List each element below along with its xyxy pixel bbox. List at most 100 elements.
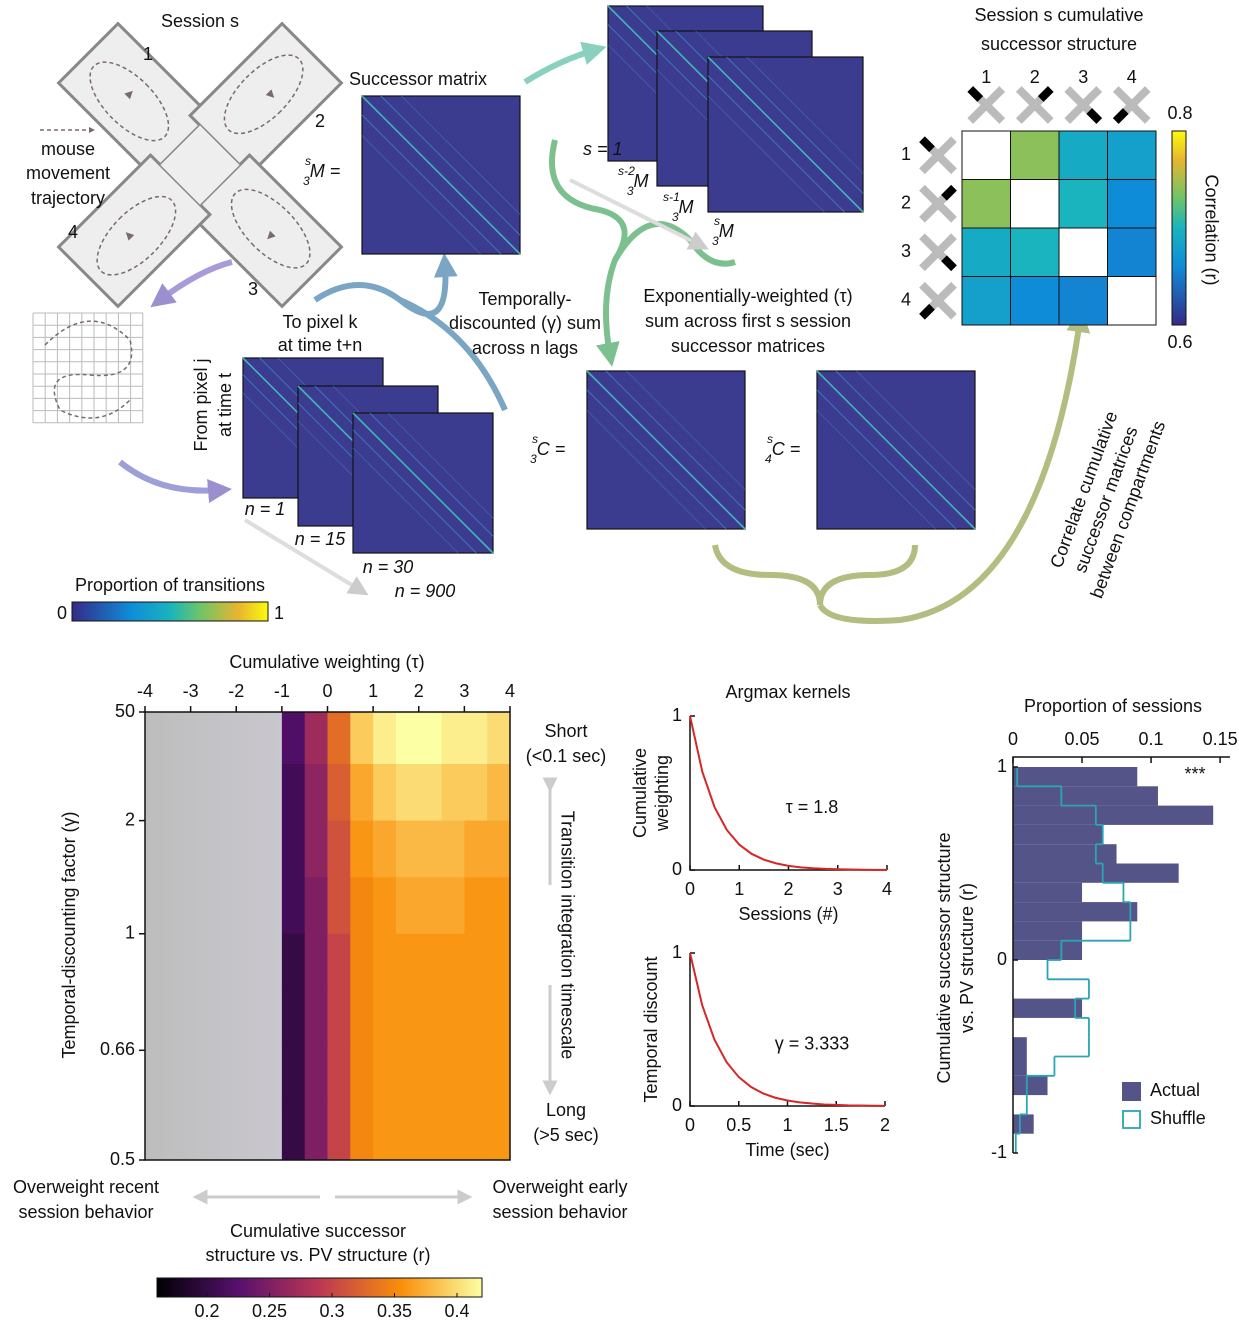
matrix-diagonal [586,389,727,530]
arm-icon-highlight [967,86,984,102]
heatmap-cell [418,877,443,935]
arrow [523,41,607,85]
heatmap-cell [350,764,374,822]
arrow [118,459,232,503]
histogram-bar [1013,805,1214,825]
trajectory-label: movement [26,163,110,183]
y-tick-label: 0 [997,949,1007,969]
heatmap-cell [395,1103,420,1161]
matrix-diagonal [816,389,957,530]
superscript: s [532,432,538,446]
matrix-diagonal [361,114,502,255]
heatmap-cell [418,1047,443,1105]
x-axis-label: Cumulative weighting (τ) [229,652,424,672]
heatmap-cell [373,1103,397,1161]
histogram-bar [1013,1037,1027,1057]
subscript: 3 [712,234,719,248]
axis-caption: at time t+n [278,335,363,355]
x-tick-label: 2 [414,681,424,701]
empty-cell [1107,276,1157,326]
heatmap-cell [327,1047,351,1105]
x-tick-label: 0 [1008,729,1018,749]
colorbar-label: Correlation (r) [1201,174,1221,285]
y-tick-label: 1 [672,705,682,725]
heatmap-cell [464,764,488,822]
heatmap-cell [441,820,465,878]
matrix-cell [961,227,1011,277]
legend-label: Shuffle [1150,1108,1206,1128]
row-label: 4 [901,290,911,310]
annotation: τ = 1.8 [786,797,839,817]
arrow [549,139,628,367]
colorbar-tick-label: 0.8 [1167,103,1192,123]
maze-arm [56,21,213,178]
maze-arm [187,21,344,178]
superscript: s [767,432,773,446]
x-tick-label: 0.5 [726,1115,751,1135]
arm-label: 4 [68,222,78,242]
x-tick-label: 1 [734,879,744,899]
heatmap-cell [281,877,306,935]
x-tick-label: 0 [685,1115,695,1135]
matrix-diagonal [835,370,976,511]
x-tick-label: 4 [882,879,892,899]
colorbar-tick-label: 0.2 [194,1301,219,1321]
x-tick-label: 0.1 [1139,729,1164,749]
matrix-diagonal [856,370,976,490]
stack-label: s = 1 [583,139,623,159]
x-tick-label: 4 [505,681,515,701]
subscript: 3 [530,452,537,466]
row-label: 2 [901,193,911,213]
heatmap-cell [373,712,397,765]
heatmap-cell [281,990,306,1048]
arm-icon-highlight [941,255,957,272]
histogram-bar [1013,902,1138,922]
arrow [313,253,458,317]
heatmap-cell [487,764,511,822]
heatmap-cell [281,1103,306,1161]
heatmap-cell [327,1103,351,1161]
matrix-cell [1058,130,1108,180]
x-tick-label: 2 [783,879,793,899]
y-axis-label: Cumulative successor structure [934,832,954,1083]
chart-title: Proportion of sessions [1024,696,1202,716]
lag-label: n = 15 [295,529,347,549]
chart-title: successor structure [981,34,1137,54]
histogram-bar [1013,1056,1027,1076]
matrix-label: s 3M [712,214,734,248]
matrix-label: s-1 3M [663,190,694,224]
heatmap-cell [373,933,397,991]
arm-icon [1064,86,1103,124]
axes [689,716,887,871]
annotation: across n lags [472,338,578,358]
trajectory-loop [96,195,177,276]
heatmap-cell [487,820,511,878]
x-tick-label: 0 [685,879,695,899]
matrix-diagonal [401,95,521,215]
annotation: γ = 3.333 [775,1034,850,1054]
colorbar [156,1277,483,1298]
arrow [569,178,709,250]
trajectory [44,320,133,419]
heatmap-cell [304,1047,328,1105]
x-tick-label: 1 [368,681,378,701]
heatmap-cell [464,877,488,935]
annotation: discounted (γ) sum [449,313,601,333]
annotation: (<0.1 sec) [526,746,607,766]
colorbar-tick-label: 0 [57,603,67,623]
x-tick-label: -4 [137,681,153,701]
histogram-bar [1013,998,1083,1018]
heatmap-cell [350,933,374,991]
colorbar-label: Proportion of transitions [75,575,265,595]
heatmap-cell [350,1047,374,1105]
heatmap-cell [395,933,420,991]
matrix-cell [1107,179,1157,229]
heatmap-cell [395,1047,420,1105]
trajectory-arrowhead [265,89,275,98]
matrix-diagonal [361,135,481,255]
axes [689,953,885,1107]
heatmap-cell [395,820,420,878]
heatmap-cell [304,764,328,822]
heatmap-cell [304,820,328,878]
heatmap-cell [487,1103,511,1161]
